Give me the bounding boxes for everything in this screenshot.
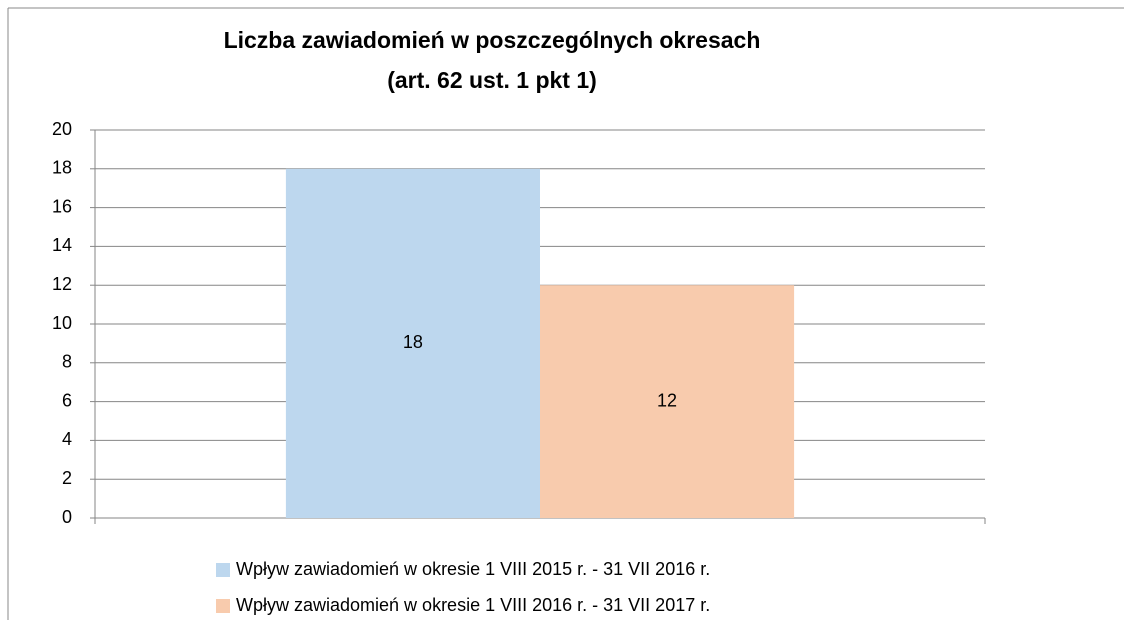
y-tick-label: 8 xyxy=(62,352,72,372)
bar xyxy=(285,168,540,519)
y-tick-label: 4 xyxy=(62,429,72,449)
y-tick-label: 12 xyxy=(52,274,72,294)
y-tick-label: 14 xyxy=(52,235,72,255)
y-tick-label: 6 xyxy=(62,390,72,410)
legend-swatch xyxy=(216,563,230,577)
y-tick-label: 10 xyxy=(52,313,72,333)
data-label: 12 xyxy=(657,390,677,410)
y-tick-label: 20 xyxy=(52,119,72,139)
legend-swatch xyxy=(216,599,230,613)
bar xyxy=(540,285,795,518)
chart-subtitle: (art. 62 ust. 1 pkt 1) xyxy=(387,67,597,93)
chart-title: Liczba zawiadomień w poszczególnych okre… xyxy=(224,27,761,53)
y-tick-label: 18 xyxy=(52,158,72,178)
legend-label: Wpływ zawiadomień w okresie 1 VIII 2016 … xyxy=(236,595,710,615)
legend-label: Wpływ zawiadomień w okresie 1 VIII 2015 … xyxy=(236,559,710,579)
y-tick-label: 0 xyxy=(62,507,72,527)
data-label: 18 xyxy=(403,332,423,352)
y-tick-label: 2 xyxy=(62,468,72,488)
y-tick-label: 16 xyxy=(52,196,72,216)
